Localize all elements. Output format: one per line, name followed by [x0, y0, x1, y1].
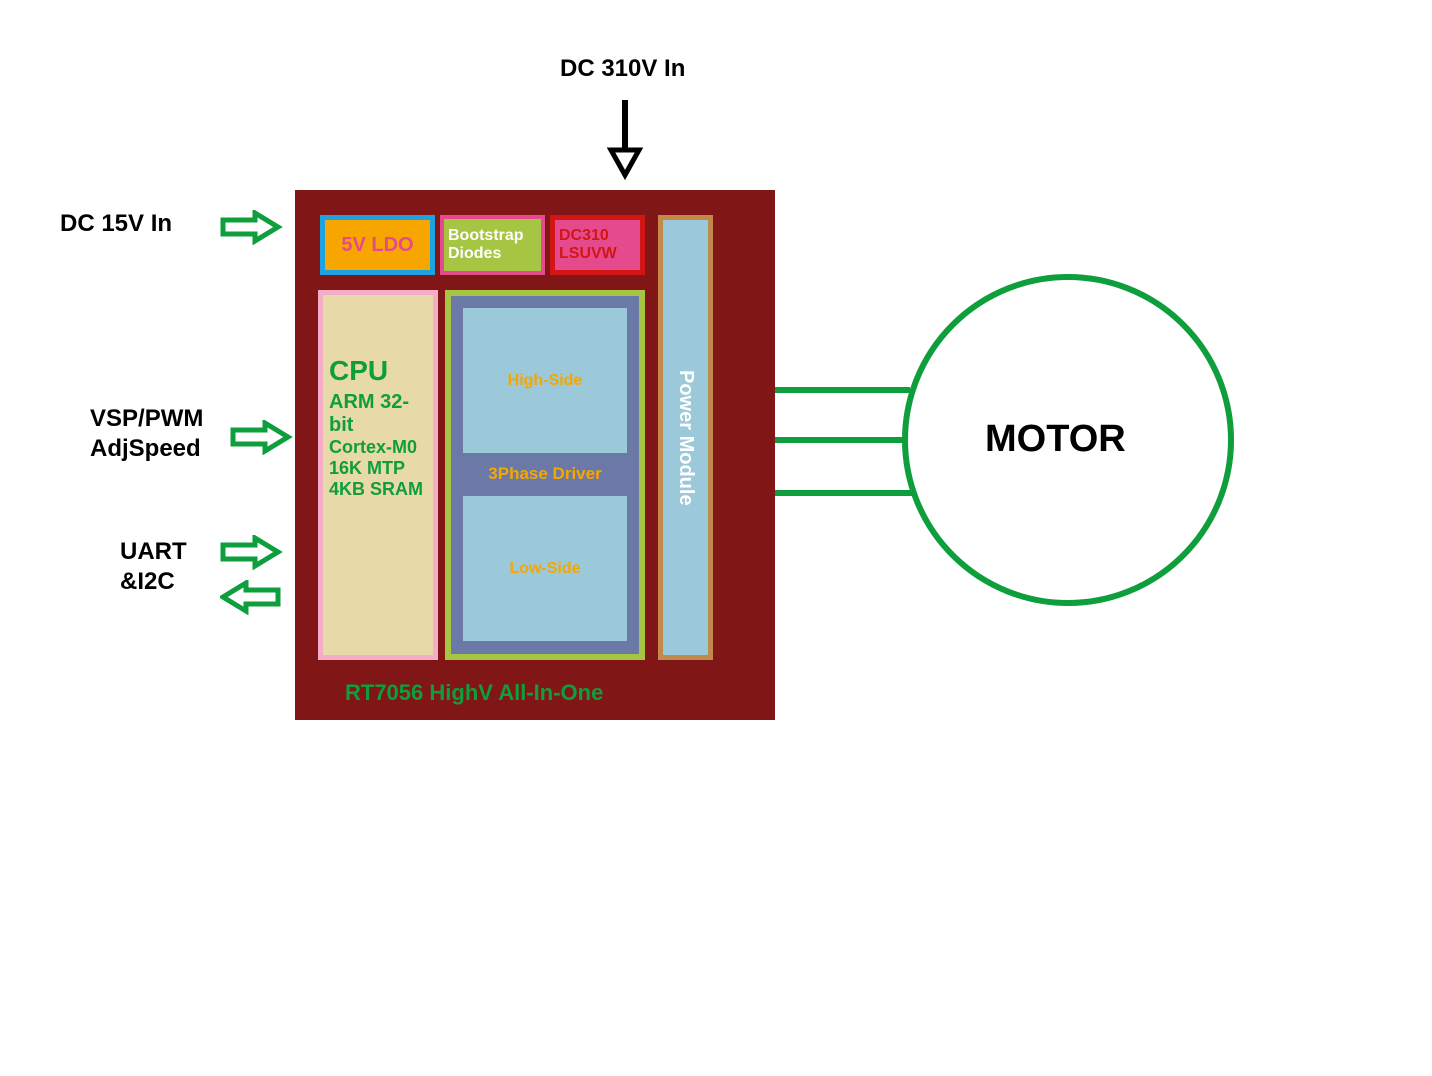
motor-label: MOTOR [985, 418, 1126, 461]
diagram-canvas: DC 310V In DC 15V In VSP/PWM AdjSpeed UA… [0, 0, 1432, 1076]
